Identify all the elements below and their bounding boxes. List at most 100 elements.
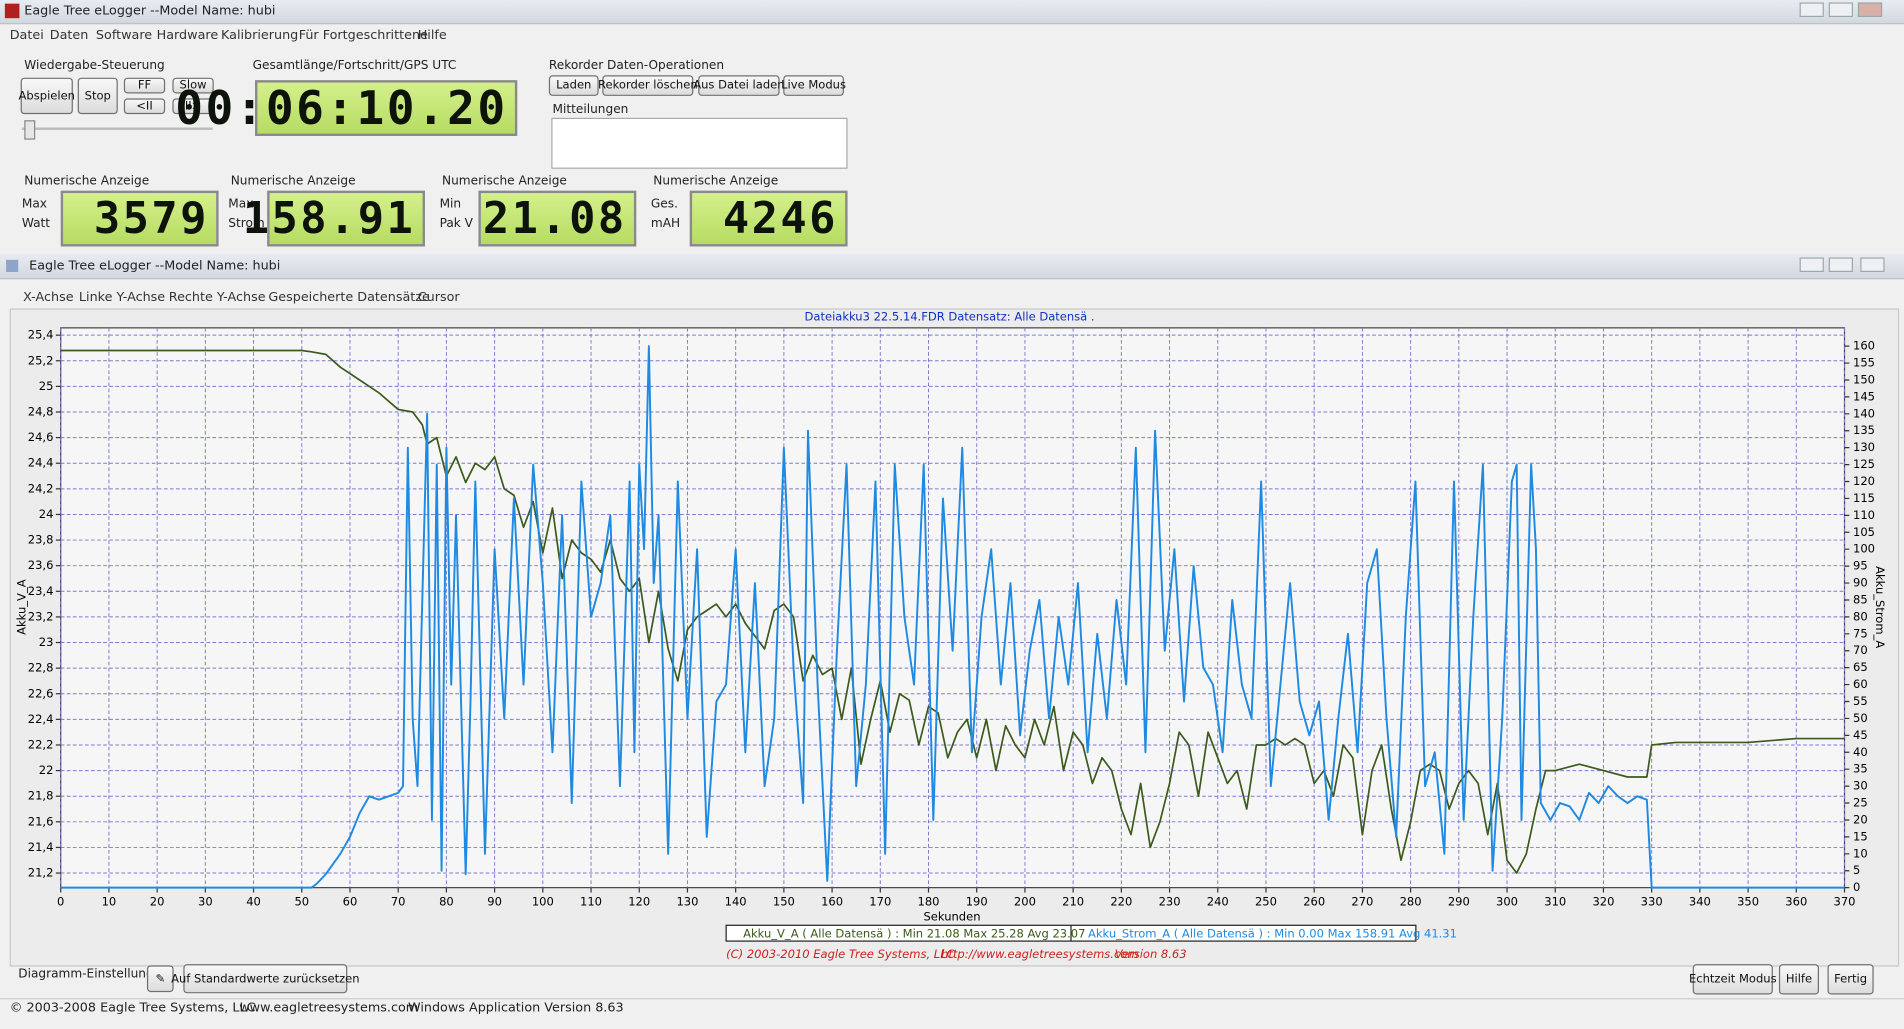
x-tick-label: 0 bbox=[57, 895, 64, 909]
y2-tick-label: 0 bbox=[1853, 880, 1860, 894]
menu-item[interactable]: Linke Y-Achse bbox=[78, 290, 166, 305]
x-tick-label: 140 bbox=[725, 895, 747, 909]
status-bar bbox=[0, 998, 1904, 1028]
y2-tick-label: 130 bbox=[1853, 440, 1875, 454]
button[interactable]: Hilfe bbox=[1778, 964, 1820, 995]
x-tick-label: 30 bbox=[198, 895, 213, 909]
y-tick-label: 21,2 bbox=[28, 866, 54, 880]
y2-tick-label: 75 bbox=[1853, 626, 1868, 640]
y-tick-label: 22,6 bbox=[28, 686, 54, 700]
y2-tick-label: 150 bbox=[1853, 372, 1875, 386]
display-label: Strom bbox=[228, 217, 265, 231]
button[interactable]: Laden bbox=[548, 75, 599, 96]
menu-item[interactable]: Datei bbox=[9, 27, 44, 43]
footer-text: Version 8.63 bbox=[1115, 947, 1187, 961]
y2-tick-label: 160 bbox=[1853, 339, 1875, 353]
minimize[interactable] bbox=[1799, 257, 1824, 273]
button[interactable]: Abspielen bbox=[19, 77, 75, 115]
display-label: Max bbox=[21, 197, 47, 212]
footer-text: http://www.eagletreesystems.com bbox=[941, 947, 1138, 961]
settings-label: Diagramm-Einstellungen: bbox=[18, 967, 173, 982]
button[interactable]: Stop bbox=[77, 77, 118, 115]
x-axis-label: Sekunden bbox=[924, 909, 981, 923]
y2-tick-label: 15 bbox=[1853, 829, 1868, 843]
close[interactable] bbox=[1860, 257, 1885, 273]
x-tick-label: 340 bbox=[1689, 895, 1711, 909]
menu-item[interactable]: X-Achse bbox=[23, 290, 74, 305]
x-tick-label: 190 bbox=[966, 895, 988, 909]
y2-tick-label: 45 bbox=[1853, 728, 1868, 742]
y2-tick-label: 140 bbox=[1853, 406, 1875, 420]
y-tick-label: 23 bbox=[39, 635, 54, 649]
settings-icon[interactable]: ✎ bbox=[146, 965, 174, 993]
y2-tick-label: 35 bbox=[1853, 762, 1868, 776]
maximize[interactable] bbox=[1828, 257, 1854, 273]
x-tick-label: 150 bbox=[773, 895, 795, 909]
x-tick-label: 280 bbox=[1400, 895, 1422, 909]
button[interactable]: Auf Standardwerte zurücksetzen bbox=[171, 964, 360, 994]
menu-item[interactable]: Gespeicherte Datensätze bbox=[268, 290, 430, 305]
menu-item[interactable]: Hilfe bbox=[417, 27, 447, 43]
y-tick-label: 23,6 bbox=[28, 558, 54, 572]
x-tick-label: 210 bbox=[1062, 895, 1084, 909]
minimize[interactable] bbox=[1799, 2, 1824, 18]
close[interactable] bbox=[1857, 2, 1883, 18]
status-text: Windows Application Version 8.63 bbox=[408, 1000, 624, 1016]
footer-text: (C) 2003-2010 Eagle Tree Systems, LLC bbox=[726, 947, 955, 961]
y2-tick-label: 100 bbox=[1853, 542, 1875, 556]
x-tick-label: 270 bbox=[1351, 895, 1373, 909]
x-tick-label: 260 bbox=[1303, 895, 1325, 909]
button[interactable]: Slow bbox=[172, 77, 214, 94]
menu-item[interactable]: Kalibrierung bbox=[221, 27, 299, 43]
button[interactable]: Live Modus bbox=[781, 75, 846, 96]
y2-tick-label: 70 bbox=[1853, 643, 1868, 657]
menu-item[interactable]: Cursor bbox=[417, 290, 460, 305]
y2-tick-label: 85 bbox=[1853, 592, 1868, 606]
button[interactable]: Aus Datei laden bbox=[693, 75, 785, 96]
x-tick-label: 40 bbox=[246, 895, 261, 909]
display-label: Ges. bbox=[650, 197, 678, 212]
menu-item[interactable]: Für Fortgeschrittene bbox=[298, 27, 428, 43]
y2-tick-label: 5 bbox=[1853, 863, 1860, 877]
x-tick-label: 160 bbox=[821, 895, 843, 909]
menu-item[interactable]: Daten bbox=[49, 27, 89, 43]
data-line bbox=[60, 345, 1845, 889]
menu-item[interactable]: Software bbox=[95, 27, 153, 43]
x-tick-label: 250 bbox=[1255, 895, 1277, 909]
x-tick-label: 130 bbox=[676, 895, 698, 909]
y2-tick-label: 30 bbox=[1853, 779, 1868, 793]
display-label: Pak V bbox=[439, 217, 474, 231]
y-tick-label: 21,8 bbox=[28, 789, 54, 803]
button[interactable]: Echtzeit Modus bbox=[1689, 964, 1777, 995]
menu-item[interactable]: Rechte Y-Achse bbox=[168, 290, 266, 305]
y2-tick-label: 135 bbox=[1853, 423, 1875, 437]
maximize[interactable] bbox=[1828, 2, 1854, 18]
y-tick-label: 24,4 bbox=[28, 456, 54, 470]
y2-tick-label: 110 bbox=[1853, 508, 1875, 522]
group-title: Numerische Anzeige bbox=[653, 174, 779, 189]
button[interactable]: II> bbox=[172, 98, 214, 115]
title-bar bbox=[0, 0, 1904, 25]
display-label: Max bbox=[228, 197, 254, 212]
numeric-display: 158.91 bbox=[243, 190, 426, 247]
y2-tick-label: 155 bbox=[1853, 356, 1875, 370]
y-tick-label: 21,6 bbox=[28, 814, 54, 828]
y-tick-label: 22 bbox=[39, 763, 54, 777]
slider-thumb[interactable] bbox=[24, 120, 36, 140]
y2-tick-label: 90 bbox=[1853, 576, 1868, 590]
title-bar bbox=[0, 253, 1904, 280]
group-title: Rekorder Daten-Operationen bbox=[548, 59, 725, 73]
menu-item[interactable]: Hardware bbox=[156, 27, 219, 43]
numeric-display: 3579 bbox=[60, 190, 219, 247]
button[interactable]: FF bbox=[123, 77, 166, 94]
y2-tick-label: 125 bbox=[1853, 457, 1875, 471]
group-title: Gesamtlänge/Fortschritt/GPS UTC bbox=[252, 59, 457, 73]
button[interactable]: <II bbox=[123, 98, 166, 115]
x-tick-label: 170 bbox=[869, 895, 891, 909]
x-tick-label: 300 bbox=[1496, 895, 1518, 909]
button[interactable]: Rekorder löschen bbox=[598, 75, 698, 96]
y2-tick-label: 95 bbox=[1853, 559, 1868, 573]
button[interactable]: Fertig bbox=[1827, 964, 1874, 995]
y2-tick-label: 40 bbox=[1853, 745, 1868, 759]
